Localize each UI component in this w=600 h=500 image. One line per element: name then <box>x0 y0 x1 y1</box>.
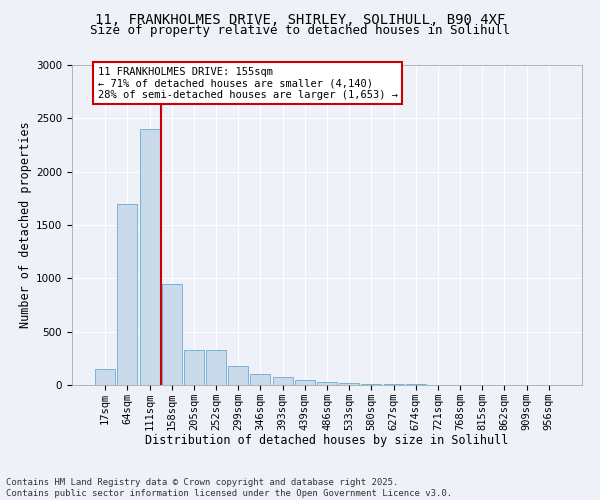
X-axis label: Distribution of detached houses by size in Solihull: Distribution of detached houses by size … <box>145 434 509 448</box>
Bar <box>95 369 115 385</box>
Bar <box>250 374 271 385</box>
Bar <box>162 284 182 385</box>
Bar <box>118 204 137 385</box>
Y-axis label: Number of detached properties: Number of detached properties <box>19 122 32 328</box>
Text: Contains HM Land Registry data © Crown copyright and database right 2025.
Contai: Contains HM Land Registry data © Crown c… <box>6 478 452 498</box>
Text: 11 FRANKHOLMES DRIVE: 155sqm
← 71% of detached houses are smaller (4,140)
28% of: 11 FRANKHOLMES DRIVE: 155sqm ← 71% of de… <box>97 66 398 100</box>
Bar <box>383 384 404 385</box>
Bar <box>361 384 382 385</box>
Bar <box>295 380 315 385</box>
Bar <box>228 366 248 385</box>
Bar <box>206 350 226 385</box>
Bar <box>339 383 359 385</box>
Bar <box>184 350 204 385</box>
Bar <box>272 377 293 385</box>
Text: 11, FRANKHOLMES DRIVE, SHIRLEY, SOLIHULL, B90 4XF: 11, FRANKHOLMES DRIVE, SHIRLEY, SOLIHULL… <box>95 12 505 26</box>
Text: Size of property relative to detached houses in Solihull: Size of property relative to detached ho… <box>90 24 510 37</box>
Bar <box>317 382 337 385</box>
Bar <box>140 129 160 385</box>
Bar <box>406 384 426 385</box>
